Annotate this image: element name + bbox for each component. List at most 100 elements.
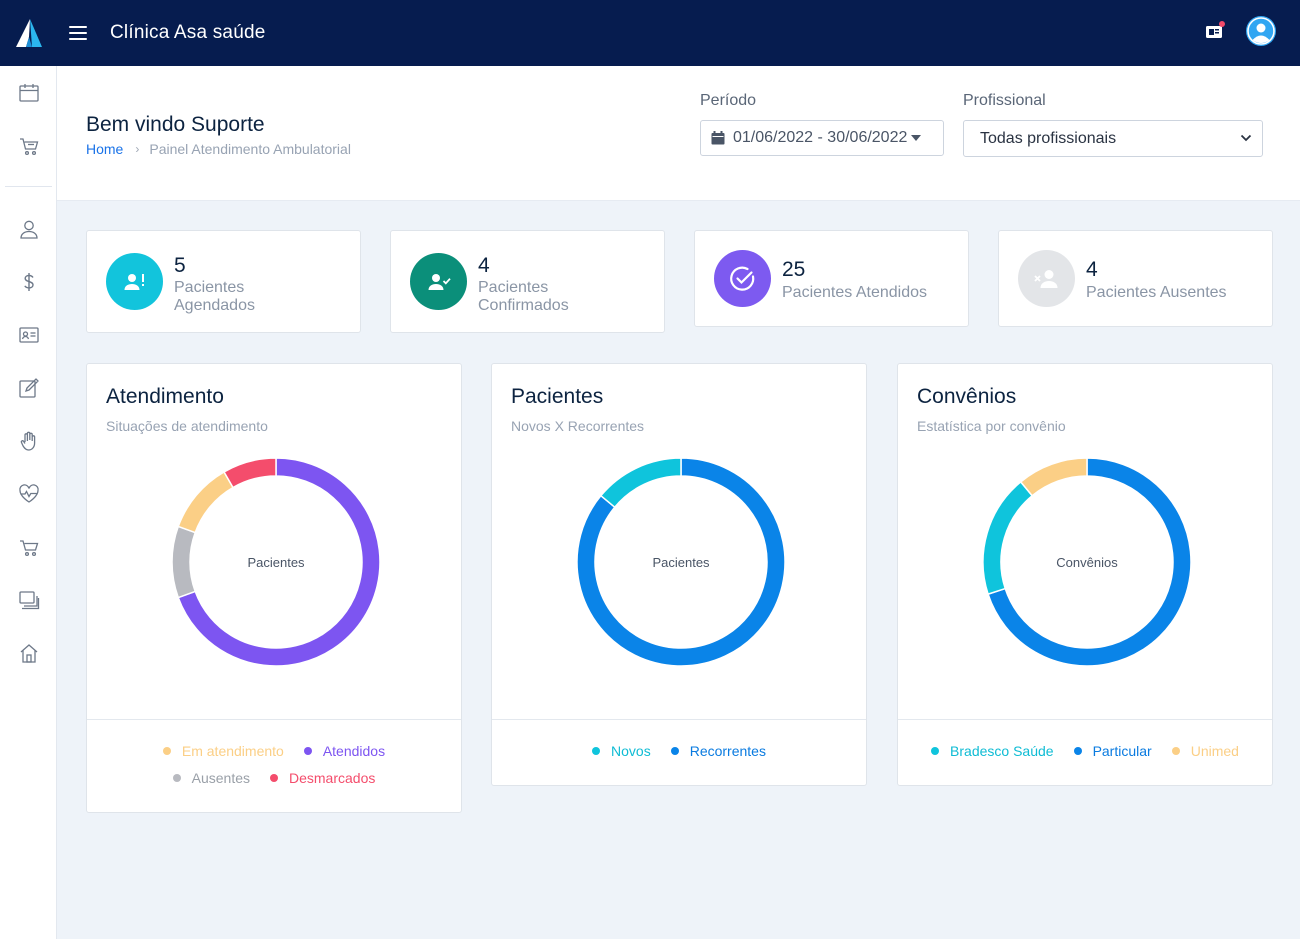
sidebar-item-health[interactable] [0, 474, 57, 514]
legend-label: Unimed [1190, 743, 1239, 759]
check-circle-icon [714, 250, 771, 307]
caret-down-icon [911, 135, 922, 141]
profissional-label: Profissional [963, 92, 1046, 109]
legend-label: Em atendimento [181, 743, 284, 759]
cart-icon [19, 138, 38, 156]
legend-dot [931, 747, 940, 755]
legend-dot [592, 747, 601, 755]
cart-icon [19, 540, 38, 557]
legend-dot [1171, 747, 1180, 755]
stat-value: 5 [174, 254, 186, 277]
page-title: Bem vindo Suporte [86, 113, 265, 136]
chart-title: Pacientes [511, 385, 604, 408]
breadcrumb-home-link[interactable]: Home [86, 141, 124, 157]
sidebar-item-cards[interactable] [0, 315, 57, 355]
user-check-icon [410, 253, 467, 310]
legend-label: Atendidos [322, 743, 386, 759]
legend-item-unimed[interactable]: Unimed [1171, 743, 1239, 759]
sidebar-item-home[interactable] [0, 633, 57, 673]
sidebar-item-copies[interactable] [0, 580, 57, 620]
donut-slice-particular[interactable] [987, 457, 1192, 667]
chart-legend-row-2: Ausentes Desmarcados [87, 770, 461, 786]
legend-dot [162, 747, 171, 755]
donut-chart-convenios[interactable]: Convênios [982, 457, 1192, 667]
profissional-select[interactable]: Todas profissionais [963, 120, 1263, 157]
chart-legend: Em atendimento Atendidos [87, 743, 461, 759]
donut-chart-atendimento[interactable]: Pacientes [171, 457, 381, 667]
calendar-icon [711, 131, 725, 145]
stat-card-confirmados[interactable]: 4 Pacientes Confirmados [390, 230, 665, 333]
periodo-date-range-picker[interactable]: 01/06/2022 - 30/06/2022 [700, 120, 944, 156]
donut-slice-novos[interactable] [599, 457, 682, 509]
sidebar-item-hand[interactable] [0, 421, 57, 461]
heart-pulse-icon [18, 484, 39, 503]
edit-icon [18, 378, 39, 398]
legend-item-atendidos[interactable]: Atendidos [303, 743, 386, 759]
sidebar-item-shop[interactable] [0, 527, 57, 567]
legend-label: Recorrentes [689, 743, 766, 759]
notification-badge [1219, 21, 1225, 27]
calendar-icon [18, 84, 39, 102]
user-avatar[interactable] [1246, 16, 1276, 46]
breadcrumb: Home › Painel Atendimento Ambulatorial [86, 141, 351, 157]
profissional-value: Todas profissionais [980, 129, 1117, 147]
donut-slice-em-atendimento[interactable] [177, 470, 235, 534]
stat-card-atendidos[interactable]: 25 Pacientes Atendidos [694, 230, 969, 327]
chart-title: Convênios [917, 385, 1017, 408]
chart-legend: Novos Recorrentes [492, 743, 866, 759]
chart-card-atendimento: Atendimento Situações de atendimento Pac… [86, 363, 462, 813]
stat-card-agendados[interactable]: 5 Pacientes Agendados [86, 230, 361, 333]
stat-label: Pacientes Atendidos [782, 284, 927, 301]
legend-dot [303, 747, 312, 755]
stat-label-line2: Confirmados [478, 297, 569, 314]
stat-label: Pacientes Ausentes [1086, 284, 1227, 301]
donut-slice-recorrentes[interactable] [576, 457, 786, 667]
sidebar-item-finance[interactable] [0, 262, 57, 302]
legend-item-particular[interactable]: Particular [1073, 743, 1152, 759]
chart-card-convenios: Convênios Estatística por convênio Convê… [897, 363, 1273, 786]
legend-dot [670, 747, 679, 755]
sidebar [0, 66, 57, 939]
sidebar-item-users[interactable] [0, 209, 57, 249]
legend-item-novos[interactable]: Novos [592, 743, 651, 759]
app-title: Clínica Asa saúde [110, 22, 266, 43]
menu-toggle-icon[interactable] [69, 26, 87, 40]
stat-card-ausentes[interactable]: 4 Pacientes Ausentes [998, 230, 1273, 327]
sidebar-divider [5, 186, 52, 187]
legend-item-em-atendimento[interactable]: Em atendimento [162, 743, 284, 759]
legend-label: Desmarcados [289, 770, 376, 786]
legend-item-ausentes[interactable]: Ausentes [172, 770, 250, 786]
chart-legend: Bradesco Saúde Particular Unimed [898, 743, 1272, 759]
stat-label-line1: Pacientes [174, 279, 245, 296]
legend-item-recorrentes[interactable]: Recorrentes [670, 743, 766, 759]
legend-label: Particular [1092, 743, 1152, 759]
notification-icon[interactable] [1204, 21, 1225, 41]
sidebar-item-calendar[interactable] [0, 73, 57, 113]
user-x-icon [1018, 250, 1075, 307]
stat-label-line1: Pacientes [478, 279, 549, 296]
legend-label: Novos [611, 743, 651, 759]
hand-icon [20, 431, 35, 451]
legend-item-bradesco-saude[interactable]: Bradesco Saúde [931, 743, 1054, 759]
donut-center-label: Pacientes [247, 555, 305, 570]
breadcrumb-current: Painel Atendimento Ambulatorial [149, 141, 351, 157]
stat-value: 4 [1086, 258, 1098, 281]
donut-slice-desmarcados[interactable] [222, 457, 277, 489]
top-bar: Clínica Asa saúde [0, 0, 1300, 66]
card-divider [898, 719, 1272, 720]
donut-slice-ausentes[interactable] [171, 525, 197, 599]
stat-label-line2: Agendados [174, 297, 255, 314]
sidebar-item-edit[interactable] [0, 368, 57, 408]
user-alert-icon [106, 253, 163, 310]
chart-card-pacientes: Pacientes Novos X Recorrentes Pacientes … [491, 363, 867, 786]
donut-chart-pacientes[interactable]: Pacientes [576, 457, 786, 667]
donut-slice-unimed[interactable] [1019, 457, 1088, 497]
legend-label: Ausentes [191, 770, 250, 786]
app-logo[interactable] [0, 0, 57, 66]
donut-slice-atendidos[interactable] [177, 457, 381, 667]
sidebar-item-cart[interactable] [0, 126, 57, 166]
legend-item-desmarcados[interactable]: Desmarcados [270, 770, 375, 786]
donut-slice-bradesco-saúde[interactable] [982, 480, 1034, 596]
legend-dot [172, 774, 181, 782]
periodo-value: 01/06/2022 - 30/06/2022 [733, 129, 908, 146]
